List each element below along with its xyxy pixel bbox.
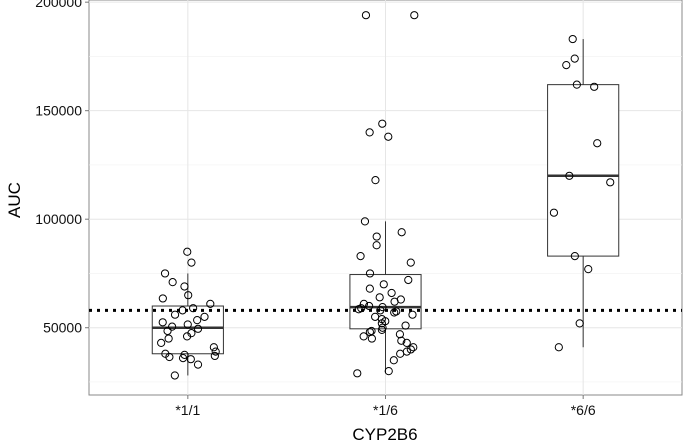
data-point — [376, 306, 385, 315]
x-tick-label: *6/6 — [571, 402, 596, 418]
y-axis-title: AUC — [5, 182, 24, 218]
data-point — [164, 334, 173, 343]
x-tick-label: *1/6 — [373, 402, 398, 418]
data-point — [170, 310, 180, 319]
data-point — [593, 139, 602, 148]
data-point — [210, 351, 219, 361]
data-point — [160, 269, 170, 278]
data-point — [158, 294, 167, 303]
data-point — [209, 343, 218, 352]
data-point — [211, 347, 220, 356]
data-point — [549, 208, 559, 217]
data-point — [570, 251, 579, 261]
data-point — [397, 336, 406, 345]
data-point — [186, 355, 195, 364]
y-tick-label: 200000 — [35, 0, 82, 10]
data-point — [360, 217, 370, 226]
data-point — [178, 306, 187, 315]
data-point — [178, 354, 188, 363]
data-point — [193, 316, 202, 325]
data-point — [168, 322, 177, 331]
data-point — [409, 343, 418, 352]
data-point — [170, 371, 179, 380]
data-point — [390, 308, 399, 317]
data-point — [387, 288, 396, 298]
data-point — [365, 284, 374, 293]
x-axis-title: CYP2B6 — [352, 425, 417, 444]
data-point — [183, 320, 192, 329]
data-point — [392, 307, 401, 316]
data-point — [356, 251, 365, 261]
data-point — [184, 291, 193, 300]
data-point — [568, 34, 577, 44]
data-point — [359, 332, 368, 341]
data-point — [606, 178, 615, 187]
data-point — [180, 282, 189, 291]
data-point — [375, 293, 384, 302]
data-point — [590, 82, 599, 91]
y-axis: 50000 100000 150000 200000 — [35, 0, 89, 336]
y-tick-label: 100000 — [35, 211, 82, 227]
data-point — [158, 318, 167, 327]
data-point — [359, 299, 369, 308]
data-point — [565, 171, 574, 180]
x-axis: *1/1 *1/6 *6/6 — [175, 395, 596, 418]
data-point — [353, 369, 362, 378]
y-tick-label: 50000 — [43, 320, 82, 336]
data-point — [402, 338, 411, 348]
data-point — [572, 80, 581, 89]
data-point — [193, 324, 203, 333]
data-point — [165, 352, 174, 362]
data-point — [377, 319, 386, 328]
data-point — [570, 54, 579, 63]
data-point — [157, 338, 166, 348]
data-point — [389, 356, 398, 365]
data-point — [384, 367, 393, 376]
data-point — [406, 345, 415, 354]
data-point — [367, 334, 376, 343]
data-point — [189, 304, 198, 313]
data-point — [384, 132, 393, 141]
data-point — [361, 11, 371, 20]
data-point — [404, 275, 413, 285]
data-point — [187, 258, 196, 267]
data-point — [372, 232, 381, 241]
data-point — [365, 301, 374, 311]
data-point — [378, 119, 387, 128]
data-point — [408, 310, 417, 319]
data-point — [554, 343, 563, 352]
data-point — [397, 228, 406, 237]
box-iqr — [547, 84, 620, 257]
data-points — [157, 11, 615, 380]
x-tick-label: *1/1 — [175, 402, 200, 418]
data-point — [365, 128, 374, 137]
data-point — [406, 258, 415, 267]
data-point — [182, 332, 192, 341]
data-point — [354, 305, 363, 314]
data-point — [193, 360, 203, 369]
box-3 — [547, 39, 620, 348]
data-point — [396, 349, 405, 358]
data-point — [168, 278, 177, 287]
data-point — [200, 312, 209, 321]
data-point — [410, 11, 419, 20]
data-point — [401, 321, 410, 330]
data-point — [365, 269, 375, 278]
data-point — [390, 297, 399, 306]
data-point — [372, 241, 381, 250]
data-point — [379, 280, 388, 289]
data-point — [562, 61, 571, 70]
data-point — [163, 326, 172, 336]
data-point — [584, 265, 593, 274]
data-point — [575, 319, 584, 328]
data-point — [377, 325, 387, 334]
data-point — [183, 247, 192, 256]
y-tick-label: 150000 — [35, 103, 82, 119]
data-point — [371, 176, 380, 185]
data-point — [206, 299, 215, 308]
